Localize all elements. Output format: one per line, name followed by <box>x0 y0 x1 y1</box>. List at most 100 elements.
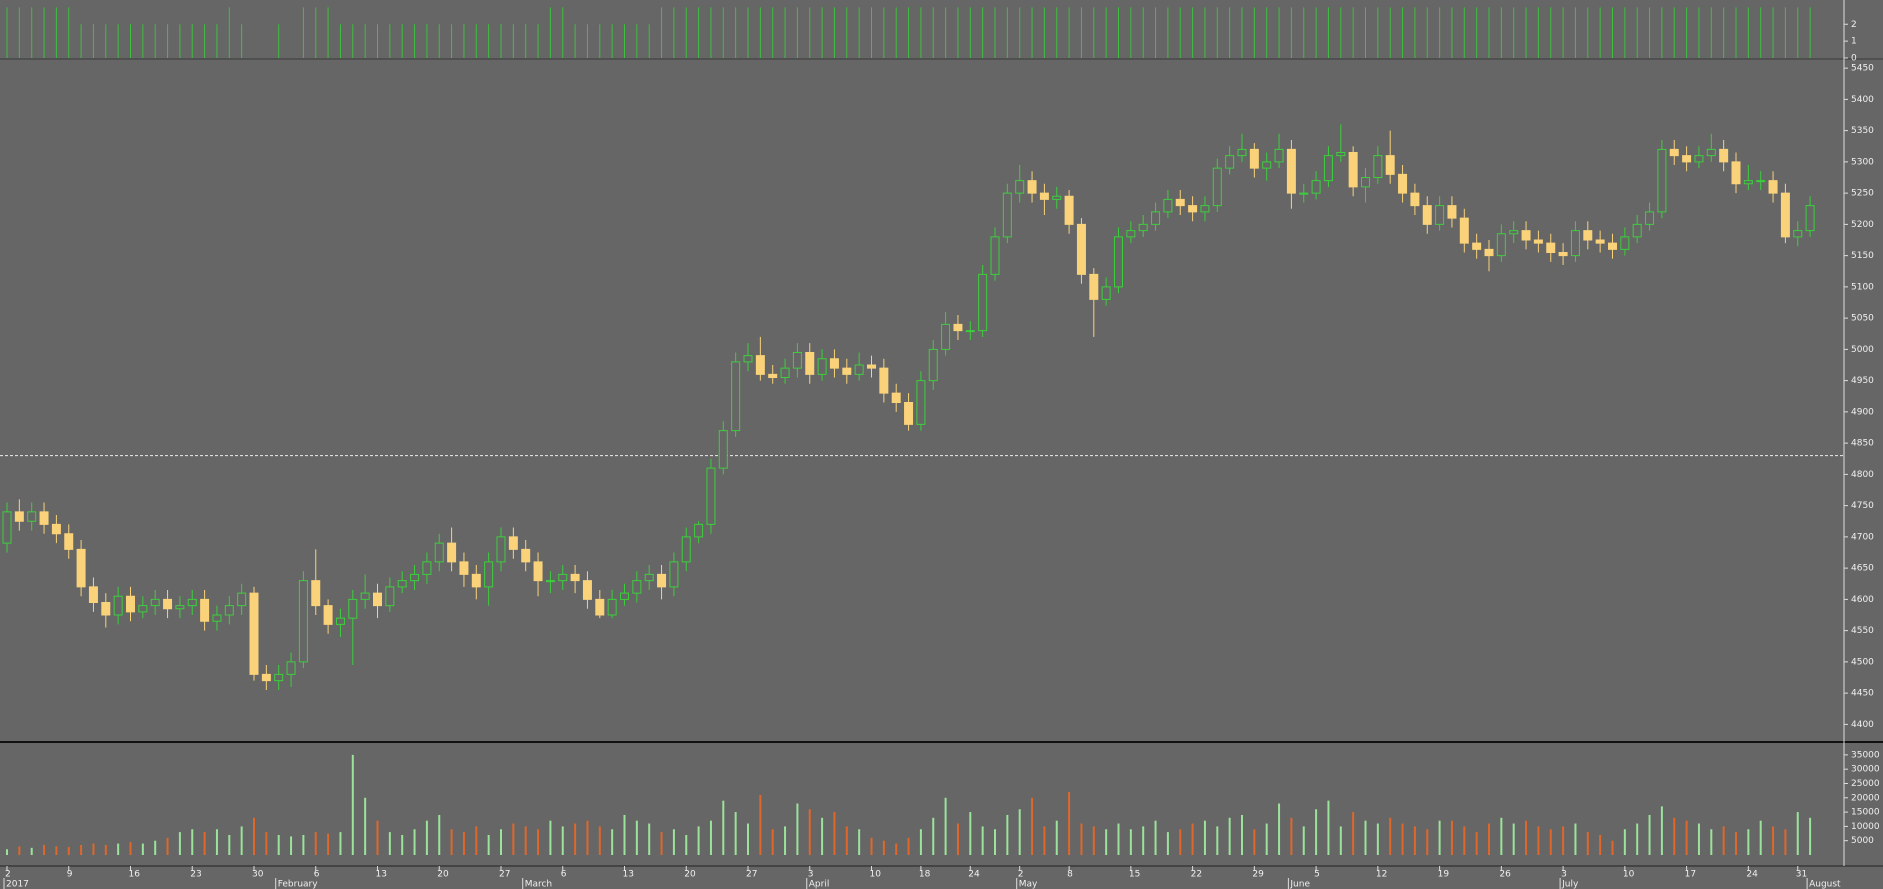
candle-body <box>1274 148 1284 163</box>
y-tick-label: 25000 <box>1851 779 1880 789</box>
candle-body <box>1805 205 1815 232</box>
candle-body <box>521 548 531 563</box>
candle-body <box>1719 148 1729 163</box>
candle-body <box>224 605 234 616</box>
candle-body <box>422 561 432 575</box>
candle-body <box>1212 167 1222 207</box>
candle-body <box>817 358 827 375</box>
candle-body <box>706 467 716 525</box>
candle-body <box>1200 205 1210 213</box>
candle-body <box>1101 286 1111 300</box>
candle-body <box>1669 148 1679 157</box>
candle-body <box>718 430 728 469</box>
candle-body <box>805 352 815 375</box>
candle-body <box>1620 236 1630 250</box>
candle-body <box>842 367 852 375</box>
candle-body <box>298 580 308 663</box>
y-tick-label: 5200 <box>1851 220 1874 230</box>
candle-body <box>1756 180 1766 183</box>
candle-body <box>582 580 592 600</box>
day-label: 17 <box>1685 870 1696 880</box>
candle-body <box>1682 155 1692 163</box>
candle-body <box>1015 180 1025 194</box>
candle-body <box>126 595 135 613</box>
candle-body <box>286 661 296 675</box>
candle-body <box>397 580 407 588</box>
candle-body <box>76 548 86 588</box>
y-tick-label: 4900 <box>1851 407 1874 417</box>
month-label: 2017 <box>6 880 29 889</box>
y-tick-label: 5300 <box>1851 157 1874 167</box>
day-label: 24 <box>1746 870 1758 880</box>
candle-body <box>595 598 605 616</box>
candle-body <box>1089 273 1099 300</box>
candle-body <box>150 598 160 607</box>
candle-body <box>1731 161 1741 185</box>
candle-body <box>249 592 259 675</box>
y-tick-label: 4700 <box>1851 532 1874 542</box>
day-label: 16 <box>129 870 141 880</box>
y-tick-label: 2 <box>1851 20 1857 30</box>
y-tick-label: 35000 <box>1851 750 1880 760</box>
y-tick-label: 5050 <box>1851 314 1874 324</box>
candle-body <box>1422 205 1432 225</box>
candle-body <box>965 330 975 333</box>
candle-body <box>410 573 420 582</box>
y-tick-label: 15000 <box>1851 808 1880 818</box>
candle-body <box>163 598 173 610</box>
candle-body <box>1175 198 1185 207</box>
y-tick-label: 4750 <box>1851 501 1874 511</box>
candle-body <box>1472 242 1482 250</box>
candle-body <box>1249 148 1259 169</box>
candle-body <box>854 364 864 375</box>
candle-body <box>274 673 284 682</box>
candle-body <box>311 580 321 607</box>
y-tick-label: 4950 <box>1851 376 1874 386</box>
candle-body <box>212 614 222 622</box>
candle-body <box>620 592 629 600</box>
day-label: 2 <box>5 870 11 880</box>
candle-body <box>1435 205 1445 225</box>
y-tick-label: 20000 <box>1851 793 1880 803</box>
candle-body <box>1076 223 1086 275</box>
candle-body <box>1793 230 1803 238</box>
candle-body <box>768 373 778 378</box>
candle-body <box>990 236 1000 275</box>
y-tick-label: 4500 <box>1851 657 1874 667</box>
month-label: August <box>1809 880 1841 889</box>
day-label: 26 <box>1499 870 1511 880</box>
candle-body <box>360 592 370 600</box>
candle-body <box>447 542 457 563</box>
candle-body <box>335 617 345 625</box>
candle-body <box>867 364 876 369</box>
candle-body <box>1484 248 1494 257</box>
candle-body <box>14 511 24 522</box>
candle-body <box>27 511 37 522</box>
month-label: July <box>1561 880 1579 889</box>
candle-body <box>1583 230 1593 241</box>
day-label: 8 <box>1067 870 1073 880</box>
candle-body <box>1373 155 1383 178</box>
candle-body <box>1311 180 1321 194</box>
candle-body <box>669 561 679 588</box>
candle-body <box>101 602 111 616</box>
month-label: March <box>525 880 552 889</box>
candle-body <box>1398 173 1408 194</box>
day-label: 23 <box>190 870 201 880</box>
candle-body <box>237 592 247 607</box>
candle-body <box>51 523 61 535</box>
candle-body <box>904 402 914 425</box>
candle-body <box>694 523 704 538</box>
y-tick-label: 5350 <box>1851 126 1874 136</box>
candle-body <box>533 561 543 582</box>
candle-body <box>1780 192 1790 238</box>
day-label: 13 <box>623 870 634 880</box>
candle-body <box>1002 192 1012 238</box>
candle-body <box>1286 148 1296 194</box>
candle-body <box>373 592 382 607</box>
y-tick-label: 5400 <box>1851 95 1874 105</box>
candle-body <box>570 573 580 582</box>
candle-body <box>1645 211 1655 225</box>
candle-body <box>558 573 568 582</box>
